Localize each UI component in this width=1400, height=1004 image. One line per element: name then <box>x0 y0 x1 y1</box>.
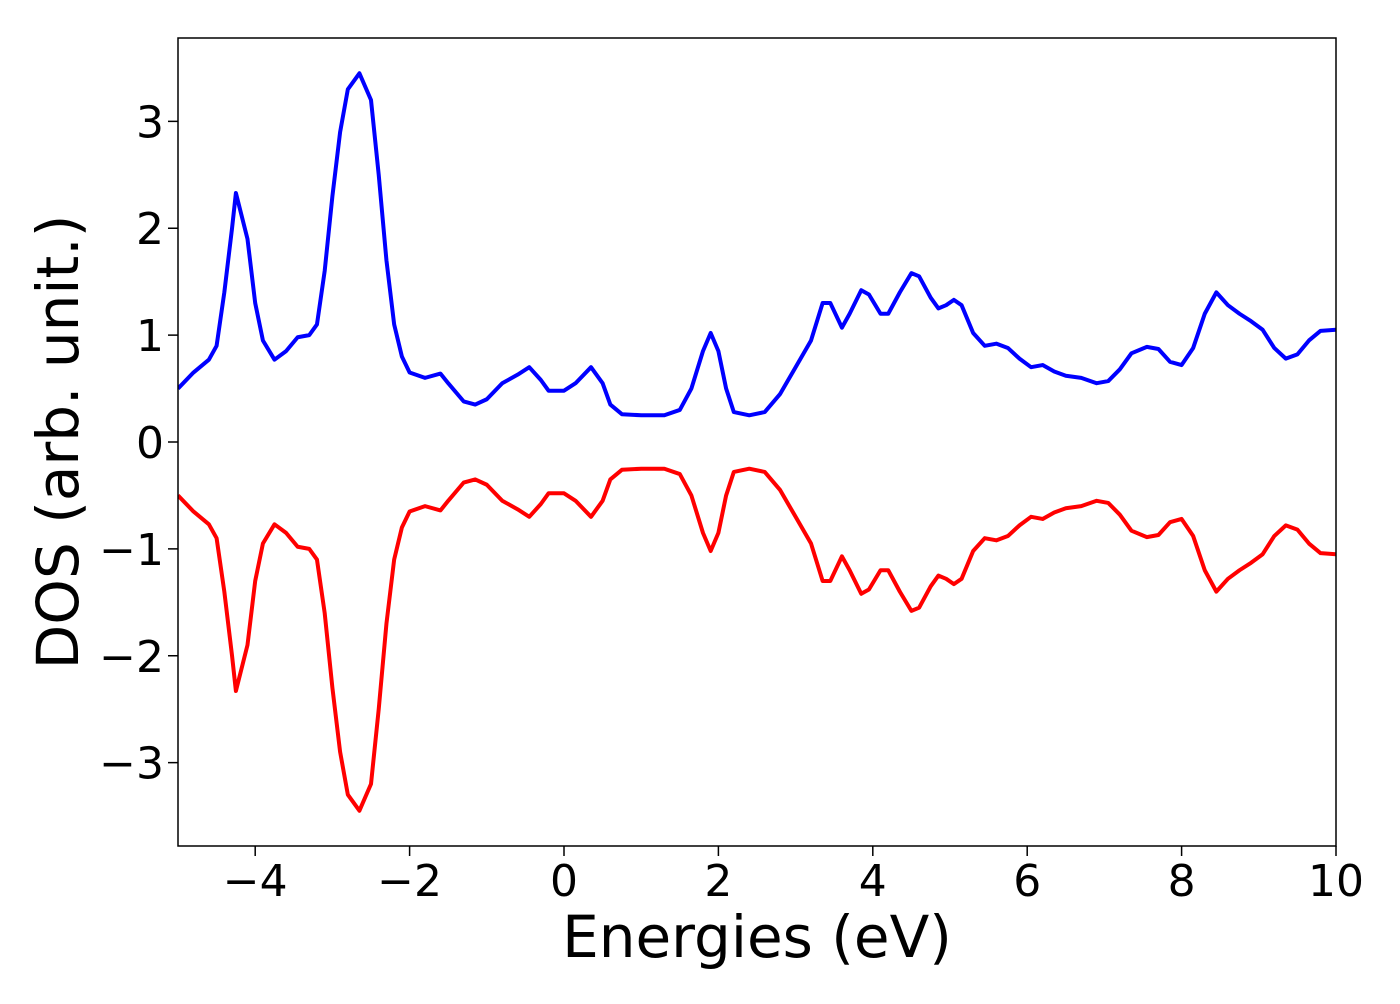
y-tick-label: 0 <box>136 418 164 469</box>
data-line <box>178 466 1336 813</box>
x-tick-label: 6 <box>1013 856 1041 907</box>
x-tick-label: 4 <box>859 856 887 907</box>
y-tick-label: −3 <box>99 739 164 790</box>
x-axis-label: Energies (eV) <box>562 903 952 971</box>
x-tick-label: −2 <box>377 856 442 907</box>
plot-frame <box>177 37 1337 847</box>
x-tick-label: 2 <box>704 856 732 907</box>
y-tick-label: 1 <box>136 311 164 362</box>
y-tick-label: −2 <box>99 632 164 683</box>
x-tick-label: 0 <box>550 856 578 907</box>
x-tick-label: 10 <box>1308 856 1364 907</box>
x-tick-label: −4 <box>223 856 288 907</box>
y-tick-label: 2 <box>136 204 164 255</box>
y-tick-label: −1 <box>99 525 164 576</box>
y-axis-label: DOS (arb. unit.) <box>24 215 92 670</box>
x-tick-label: 8 <box>1168 856 1196 907</box>
data-line <box>178 71 1336 418</box>
y-tick-label: 3 <box>136 97 164 148</box>
